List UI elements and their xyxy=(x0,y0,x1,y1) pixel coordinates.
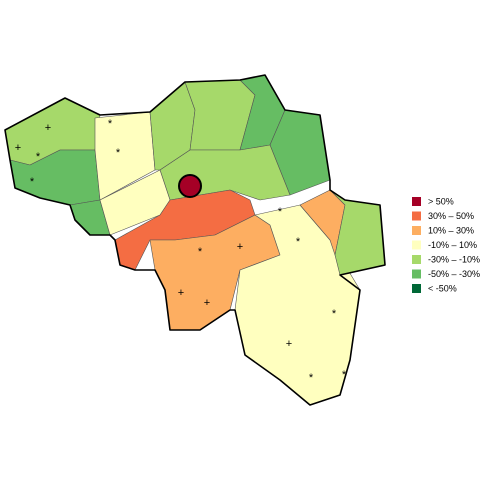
marker: * xyxy=(198,246,203,258)
legend: > 50% 30% – 50% 10% – 30% -10% – 10% -30% – … xyxy=(412,196,480,293)
marker: + xyxy=(45,122,51,134)
legend-label: -30% – -10% xyxy=(428,254,480,264)
region xyxy=(178,174,202,198)
marker: * xyxy=(116,147,121,159)
legend-label: -50% – -30% xyxy=(428,269,480,279)
marker: * xyxy=(108,118,113,130)
marker: * xyxy=(342,369,347,381)
legend-label: 10% – 30% xyxy=(428,225,474,235)
markers: + + * * * * * * * + + + + * * * xyxy=(15,118,347,384)
marker: + xyxy=(178,287,184,299)
marker: * xyxy=(278,206,283,218)
legend-swatch xyxy=(412,226,421,235)
marker: + xyxy=(204,297,210,309)
marker: * xyxy=(332,308,337,320)
legend-label: > 50% xyxy=(428,196,454,206)
marker: * xyxy=(296,236,301,248)
legend-swatch xyxy=(412,211,421,221)
legend-swatch xyxy=(412,284,421,293)
legend-swatch xyxy=(412,269,421,279)
legend-swatch xyxy=(412,197,421,206)
legend-swatch xyxy=(412,255,421,264)
marker: + xyxy=(15,142,21,154)
marker: + xyxy=(286,338,292,350)
border xyxy=(4,74,386,406)
legend-swatch xyxy=(412,240,421,250)
regions xyxy=(4,74,386,406)
legend-label: -10% – 10% xyxy=(428,240,477,250)
marker: * xyxy=(309,372,314,384)
legend-label: < -50% xyxy=(428,283,457,293)
marker: + xyxy=(237,241,243,253)
legend-label: 30% – 50% xyxy=(428,211,474,221)
marker: * xyxy=(30,176,35,188)
marker: * xyxy=(36,151,41,163)
